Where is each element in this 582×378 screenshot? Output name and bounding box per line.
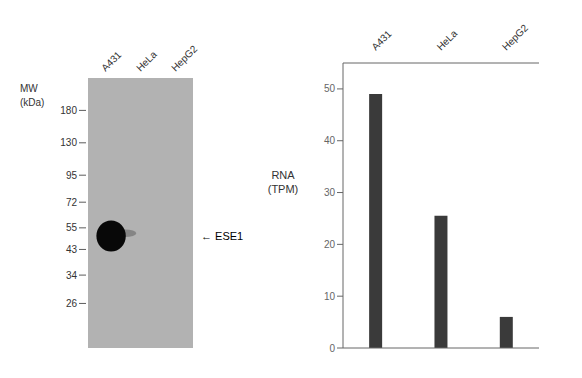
- svg-text:180: 180: [60, 105, 77, 116]
- svg-text:A431: A431: [99, 49, 124, 74]
- svg-text:72: 72: [66, 197, 78, 208]
- svg-text:HeLa: HeLa: [435, 27, 460, 52]
- svg-text:← ESE1: ← ESE1: [201, 230, 243, 242]
- svg-text:26: 26: [66, 298, 78, 309]
- svg-text:43: 43: [66, 244, 78, 255]
- svg-text:HeLa: HeLa: [134, 48, 159, 73]
- html-text:(TPM): (TPM): [267, 183, 299, 195]
- svg-text:20: 20: [324, 239, 336, 250]
- svg-text:(kDa): (kDa): [20, 97, 44, 108]
- svg-text:30: 30: [324, 187, 336, 198]
- svg-text:95: 95: [66, 170, 78, 181]
- html-text:RNA: RNA: [271, 169, 295, 181]
- svg-text:0: 0: [329, 343, 335, 354]
- svg-text:130: 130: [60, 137, 77, 148]
- svg-text:HepG2: HepG2: [169, 43, 199, 73]
- svg-text:55: 55: [66, 222, 78, 233]
- svg-text:40: 40: [324, 135, 336, 146]
- svg-text:HepG2: HepG2: [500, 22, 530, 52]
- svg-text:A431: A431: [369, 28, 394, 53]
- svg-text:10: 10: [324, 291, 336, 302]
- svg-text:MW: MW: [20, 83, 38, 94]
- svg-text:50: 50: [324, 83, 336, 94]
- svg-text:34: 34: [66, 270, 78, 281]
